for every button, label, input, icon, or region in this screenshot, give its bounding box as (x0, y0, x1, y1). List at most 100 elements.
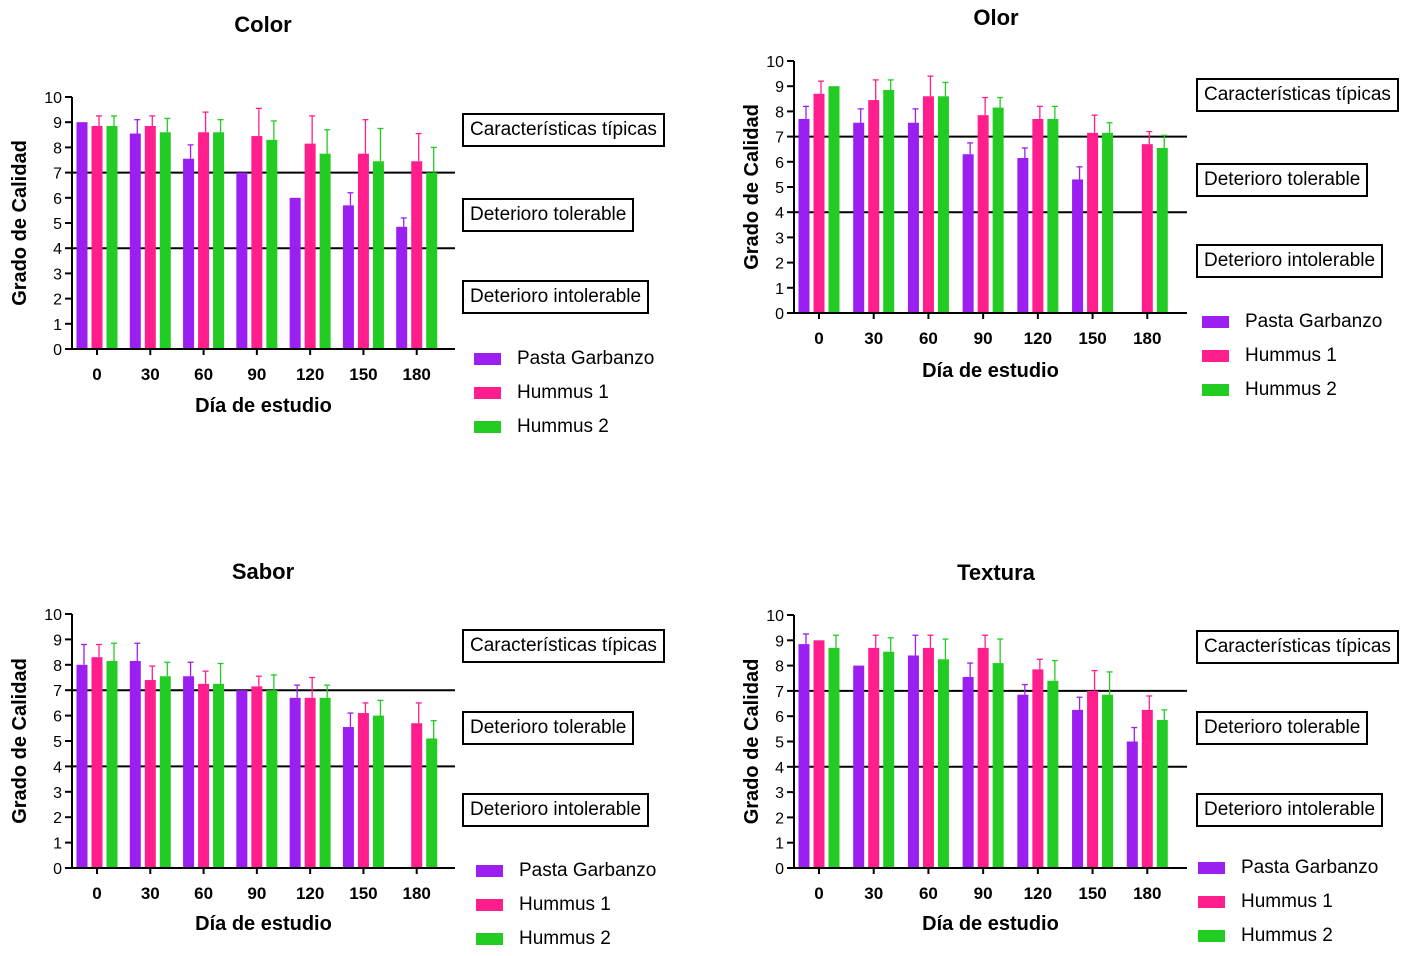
bar (853, 122, 865, 314)
y-tick-label: 7 (775, 684, 784, 701)
bar (266, 690, 278, 868)
x-tick-label: 60 (919, 329, 938, 348)
legend-label: Hummus 1 (519, 894, 611, 915)
bar (236, 690, 248, 868)
y-tick-label: 4 (53, 759, 62, 776)
legend-label: Hummus 1 (1245, 345, 1337, 366)
zone-label-tolerable: Deterioro tolerable (1196, 163, 1369, 197)
x-tick-label: 0 (814, 884, 823, 903)
bar (1156, 147, 1168, 313)
bar (357, 713, 369, 868)
y-tick-label: 0 (775, 861, 784, 878)
bar (372, 161, 384, 349)
bar (144, 125, 156, 349)
bar (289, 697, 301, 868)
bar (992, 663, 1004, 868)
bar (922, 96, 934, 313)
legend-item: Hummus 1 (1198, 885, 1378, 919)
x-tick-label: 150 (1078, 329, 1106, 348)
x-tick-label: 180 (403, 884, 431, 903)
x-tick-label: 60 (194, 884, 213, 903)
legend: Pasta Garbanzo Hummus 1 Hummus 2 (1202, 305, 1382, 407)
x-tick-label: 90 (247, 365, 266, 384)
bar (236, 172, 248, 349)
bar (342, 727, 354, 868)
bar (289, 197, 301, 349)
bar (1032, 118, 1044, 314)
y-tick-label: 0 (775, 306, 784, 323)
bar (251, 686, 263, 868)
zone-label-tipicas: Características típicas (462, 629, 665, 663)
bar (1156, 719, 1168, 868)
bar (828, 86, 840, 313)
bar (1032, 669, 1044, 868)
bar (868, 100, 880, 313)
bar (1047, 118, 1059, 314)
bar (129, 660, 141, 868)
legend-swatch (476, 865, 503, 877)
legend-label: Pasta Garbanzo (1245, 311, 1383, 332)
bar (828, 647, 840, 868)
bar (91, 125, 103, 349)
x-tick-label: 150 (349, 365, 377, 384)
y-tick-label: 1 (775, 281, 784, 298)
chart-title: Sabor (232, 559, 295, 584)
legend-item: Hummus 2 (476, 922, 656, 956)
bar (1072, 709, 1084, 868)
x-tick-label: 120 (1024, 329, 1052, 348)
y-tick-label: 6 (775, 709, 784, 726)
legend-swatch (474, 353, 501, 365)
bar (1087, 690, 1099, 868)
y-tick-label: 5 (775, 180, 784, 197)
y-tick-label: 0 (53, 342, 62, 359)
bar (883, 89, 895, 313)
zone-label-intolerable: Deterioro intolerable (1196, 793, 1384, 827)
zone-label-intolerable: Deterioro intolerable (462, 793, 650, 827)
legend-swatch (1198, 896, 1225, 908)
x-tick-label: 90 (974, 884, 993, 903)
bar (922, 647, 934, 868)
x-tick-label: 30 (141, 884, 160, 903)
chart-color: Color 0 30 60 90 120 150 180 0 1 2 3 4 5 6 7 8 9 10 Día de … (9, 12, 455, 417)
zone-label-intolerable: Deterioro intolerable (1196, 244, 1384, 278)
x-tick-label: 180 (1133, 884, 1161, 903)
chart-title: Olor (973, 5, 1019, 30)
bar (159, 676, 171, 868)
y-tick-label: 2 (775, 256, 784, 273)
bar (798, 118, 810, 314)
bar (813, 93, 825, 313)
zone-label-intolerable: Deterioro intolerable (462, 280, 650, 314)
bar (129, 133, 141, 349)
bar (106, 125, 118, 349)
bar (372, 715, 384, 868)
bar (213, 132, 225, 349)
bar (411, 723, 423, 868)
bar (426, 738, 438, 868)
bar (798, 644, 810, 868)
y-tick-label: 10 (44, 607, 62, 624)
y-tick-label: 4 (53, 241, 62, 258)
y-tick-label: 10 (766, 54, 784, 71)
bar (304, 697, 316, 868)
bar (91, 657, 103, 868)
bar (342, 205, 354, 349)
bar (937, 96, 949, 313)
y-axis-label: Grado de Calidad (9, 658, 31, 824)
y-tick-label: 5 (775, 735, 784, 752)
legend-item: Hummus 2 (1202, 373, 1382, 407)
legend: Pasta Garbanzo Hummus 1 Hummus 2 (1198, 851, 1378, 953)
x-tick-label: 0 (92, 365, 101, 384)
x-tick-label: 120 (296, 884, 324, 903)
y-tick-label: 8 (775, 659, 784, 676)
legend-label: Hummus 2 (1241, 925, 1333, 946)
x-axis-label: Día de estudio (195, 913, 332, 935)
legend-swatch (1198, 930, 1225, 942)
y-tick-label: 6 (53, 709, 62, 726)
y-tick-label: 3 (53, 266, 62, 283)
bar (1072, 179, 1084, 313)
y-tick-label: 1 (53, 836, 62, 853)
zone-label-tolerable: Deterioro tolerable (1196, 711, 1369, 745)
legend-swatch (476, 899, 503, 911)
bar (106, 660, 118, 868)
legend-label: Hummus 2 (1245, 379, 1337, 400)
